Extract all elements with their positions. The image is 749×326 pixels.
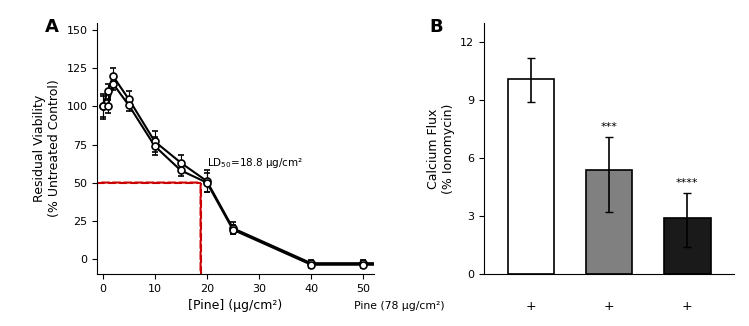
Y-axis label: Calcium Flux
(% Ionomycin): Calcium Flux (% Ionomycin) [427,103,455,194]
Text: LD$_{50}$=18.8 μg/cm²: LD$_{50}$=18.8 μg/cm² [207,156,303,170]
Text: Pine (78 μg/cm²): Pine (78 μg/cm²) [354,302,445,311]
Text: +: + [682,300,693,313]
Text: +: + [526,300,536,313]
Text: A: A [45,18,58,36]
Bar [508,79,554,274]
Bar [586,170,632,274]
Text: ***: *** [601,122,617,132]
Text: ****: **** [676,178,698,188]
Bar [664,218,711,274]
Text: +: + [604,300,614,313]
Text: B: B [429,18,443,36]
Y-axis label: Residual Viability
(% Untreated Control): Residual Viability (% Untreated Control) [33,80,61,217]
X-axis label: [Pine] (μg/cm²): [Pine] (μg/cm²) [188,299,282,312]
